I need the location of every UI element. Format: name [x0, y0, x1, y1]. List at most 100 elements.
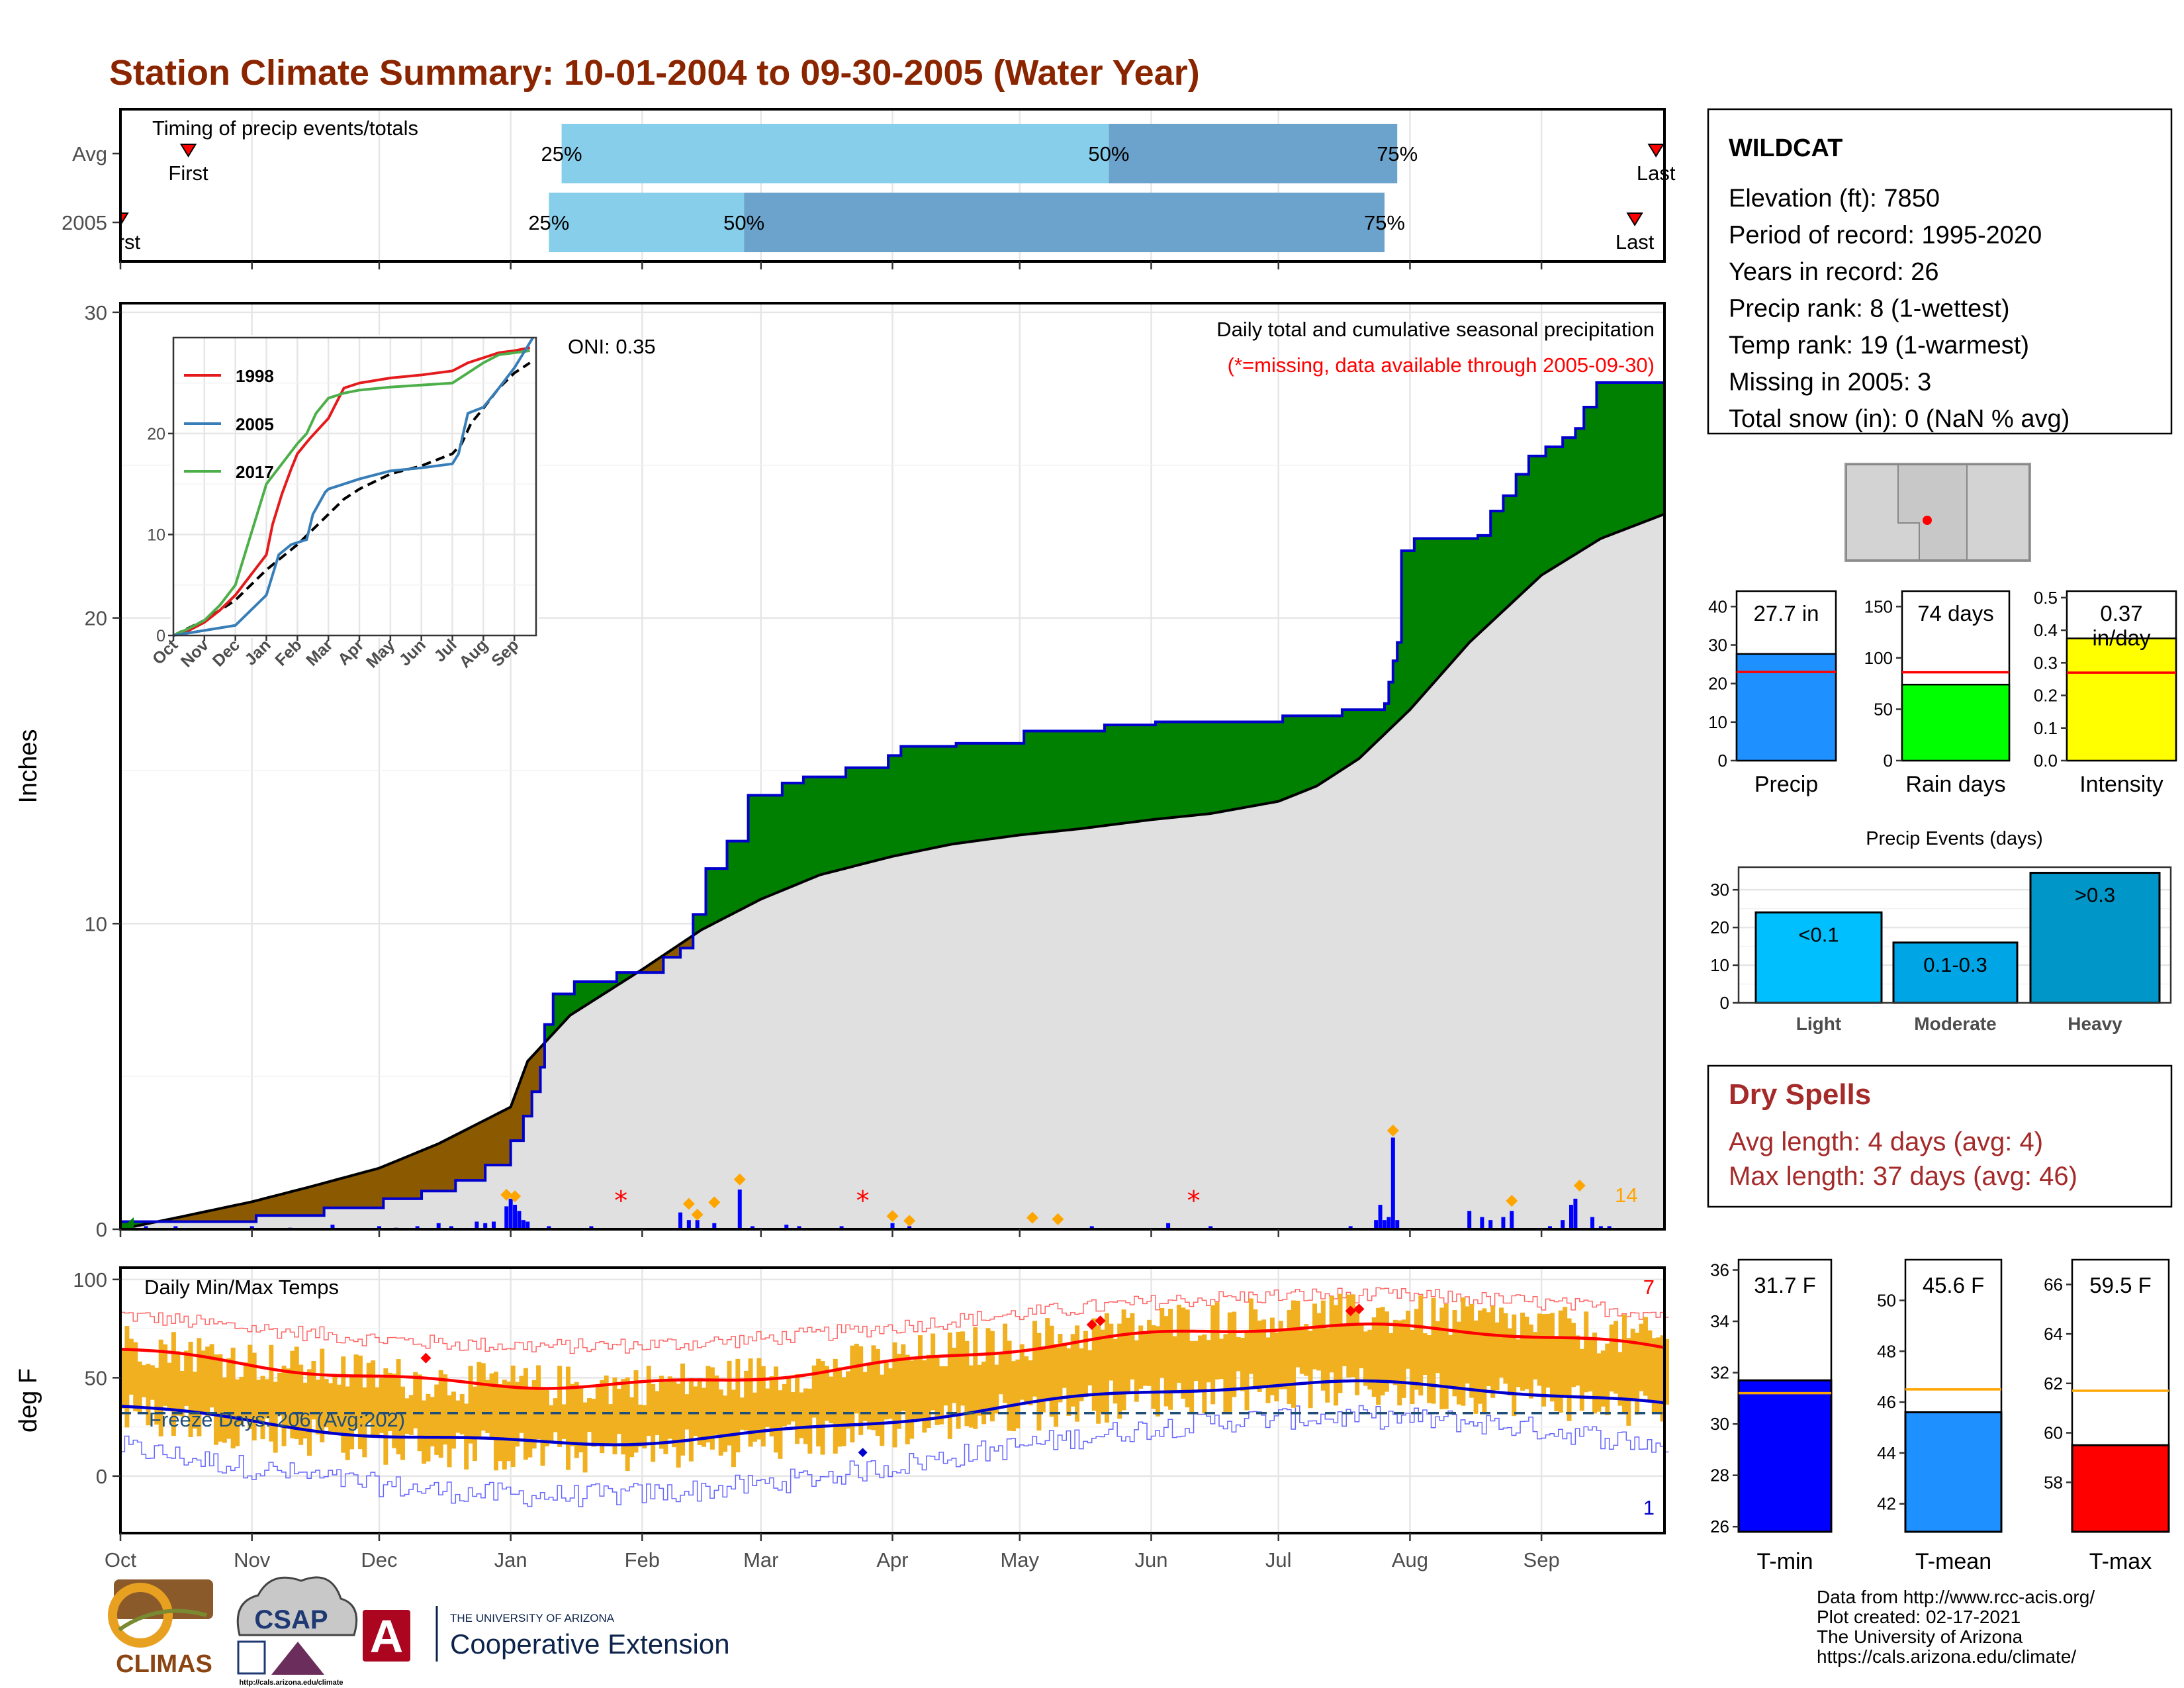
events-y-tick-label: 0	[1720, 993, 1729, 1013]
above-average-fill	[964, 743, 970, 843]
station-info-line: Period of record: 1995-2020	[1729, 222, 2042, 250]
month-label: May	[1000, 1548, 1039, 1571]
daily-temp-range-bar	[400, 1386, 406, 1460]
location-map	[1844, 463, 2031, 562]
daily-temp-range-bar	[642, 1405, 647, 1449]
daily-temp-range-bar	[718, 1389, 723, 1456]
daily-temp-range-bar	[1036, 1333, 1042, 1431]
daily-temp-range-bar	[341, 1356, 346, 1453]
above-average-fill	[1498, 510, 1504, 616]
above-average-fill	[1303, 715, 1309, 792]
csap-gauge-icon	[237, 1640, 266, 1675]
below-average-fill	[361, 1171, 367, 1209]
timing-panel: 25%50%75%FirstLastAvg25%50%75%FirstLast2…	[0, 106, 1676, 269]
above-average-fill	[1066, 731, 1071, 831]
inset-border	[172, 336, 537, 637]
daily-precip-bar	[890, 1223, 895, 1229]
above-average-fill	[1532, 455, 1538, 584]
daily-temp-range-bar	[608, 1404, 614, 1446]
below-average-fill	[255, 1199, 261, 1216]
daily-temp-range-bar	[1499, 1307, 1504, 1378]
daily-temp-range-bar	[646, 1366, 651, 1436]
daily-temp-range-bar	[175, 1351, 181, 1416]
above-average-fill	[709, 868, 715, 926]
daily-temp-range-bar	[888, 1368, 893, 1419]
above-average-fill	[1651, 382, 1657, 520]
daily-temp-range-bar	[964, 1340, 970, 1427]
above-average-fill	[1426, 538, 1432, 692]
daily-temp-range-bar	[931, 1333, 936, 1411]
daily-temp-range-bar	[578, 1387, 584, 1453]
above-average-fill	[1019, 743, 1024, 835]
inset-y-tick-label: 0	[156, 627, 165, 645]
daily-temp-range-bar	[875, 1348, 880, 1436]
daily-temp-range-bar	[1533, 1332, 1538, 1380]
summary-value-label: 27.7 in	[1753, 601, 1819, 626]
daily-temp-range-bar	[621, 1379, 626, 1455]
daily-temp-range-bar	[854, 1343, 859, 1414]
daily-temp-range-bar	[1651, 1338, 1657, 1415]
above-average-fill	[1015, 743, 1021, 836]
daily-temp-range-bar	[1214, 1302, 1220, 1380]
below-average-fill	[421, 1149, 426, 1192]
daily-temp-range-bar	[1503, 1313, 1508, 1384]
daily-temp-range-bar	[1392, 1319, 1398, 1385]
above-average-fill	[1511, 495, 1517, 604]
above-average-fill	[1558, 446, 1563, 565]
timing-bar-50-75	[744, 193, 1385, 252]
below-average-fill	[404, 1155, 410, 1199]
record-max-marker	[1353, 1303, 1365, 1315]
daily-temp-range-bar	[616, 1389, 621, 1434]
daily-temp-range-bar	[1494, 1322, 1500, 1391]
record-max-marker	[420, 1352, 432, 1364]
daily-temp-range-bar	[824, 1366, 829, 1421]
temp-y-tick-label: 100	[73, 1268, 107, 1291]
daily-temp-range-bar	[256, 1380, 261, 1420]
daily-temp-range-bar	[901, 1344, 906, 1411]
daily-temp-range-bar	[905, 1354, 910, 1444]
daily-temp-range-bar	[290, 1350, 295, 1438]
inset-month-label: Sep	[488, 635, 522, 670]
daily-temp-range-bar	[1130, 1313, 1135, 1380]
daily-precip-bar	[250, 1226, 254, 1229]
below-average-fill	[277, 1194, 282, 1216]
events-bar-label: >0.3	[2075, 884, 2115, 907]
summary-y-tick-label: 0.2	[2034, 686, 2058, 706]
daily-temp-range-bar	[727, 1360, 732, 1446]
timing-row-label: Avg	[72, 142, 107, 165]
daily-temp-range-bar	[345, 1386, 350, 1460]
daily-temp-range-bar	[455, 1400, 461, 1433]
above-average-fill	[960, 743, 965, 843]
above-average-fill	[892, 755, 897, 857]
below-average-fill	[455, 1132, 461, 1181]
above-average-fill	[764, 794, 770, 898]
daily-temp-range-bar	[1269, 1317, 1275, 1395]
below-average-fill	[243, 1202, 248, 1222]
daily-temp-range-bar	[201, 1350, 206, 1414]
summary-bars: 27.7 in 0 10 20 30 40 Precip 74 days 0 50 100 150 Ra…	[1708, 588, 2177, 797]
above-average-fill	[735, 841, 741, 913]
below-average-fill	[302, 1187, 308, 1216]
daily-temp-range-bar	[985, 1328, 991, 1415]
daily-temp-range-bar	[1545, 1313, 1551, 1388]
station-info-panel: WILDCAT Elevation (ft): 7850 Period of rec…	[1707, 108, 2173, 435]
above-average-fill	[1562, 437, 1567, 563]
above-average-fill	[1634, 382, 1639, 526]
daily-precip-bar	[521, 1220, 525, 1229]
daily-temp-range-bar	[1257, 1321, 1262, 1392]
above-average-fill	[1040, 731, 1046, 833]
above-average-fill	[985, 743, 991, 840]
daily-temp-range-bar	[1410, 1329, 1415, 1404]
above-average-fill	[1452, 538, 1457, 663]
daily-temp-range-bar	[1007, 1340, 1012, 1431]
timing-label-75: 75%	[1377, 142, 1418, 165]
summary-y-tick-label: 20	[1708, 674, 1727, 694]
below-average-fill	[498, 1111, 503, 1166]
daily-temp-range-bar	[383, 1368, 388, 1465]
daily-temp-range-bar	[752, 1392, 757, 1442]
daily-temp-range-bar	[1011, 1361, 1016, 1432]
station-info-line: Elevation (ft): 7850	[1729, 185, 1940, 212]
extreme-precip-marker	[691, 1208, 704, 1221]
above-average-fill	[1172, 722, 1177, 818]
above-average-fill	[1435, 538, 1440, 682]
